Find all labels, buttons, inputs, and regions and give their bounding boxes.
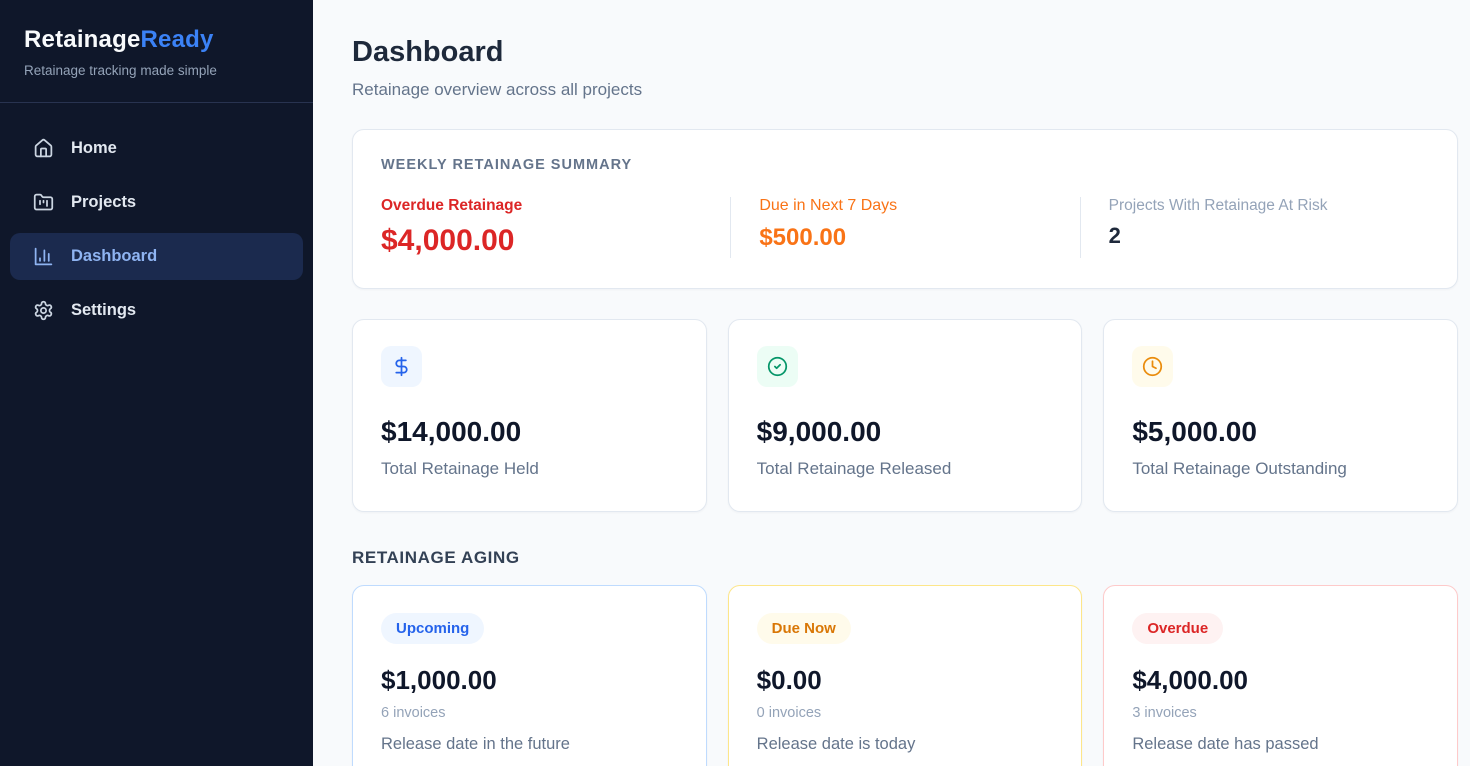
weekly-summary-card: WEEKLY RETAINAGE SUMMARY Overdue Retaina… bbox=[352, 129, 1458, 289]
sidebar-item-label: Projects bbox=[71, 193, 137, 211]
main-content: Dashboard Retainage overview across all … bbox=[313, 0, 1470, 766]
aging-value: $4,000.00 bbox=[1132, 665, 1248, 695]
overdue-value: $4,000.00 bbox=[381, 224, 515, 257]
gear-icon bbox=[33, 300, 54, 321]
stat-card-outstanding: $5,000.00 Total Retainage Outstanding bbox=[1103, 319, 1458, 512]
stat-card-held: $14,000.00 Total Retainage Held bbox=[352, 319, 707, 512]
aging-description: Release date has passed bbox=[1132, 735, 1319, 753]
app-logo: RetainageReady bbox=[24, 26, 289, 54]
aging-card-due-now: Due Now $0.00 0 invoices Release date is… bbox=[727, 585, 1083, 766]
sidebar-item-projects[interactable]: Projects bbox=[10, 179, 303, 226]
status-badge: Upcoming bbox=[381, 613, 485, 644]
clock-icon bbox=[1132, 346, 1174, 387]
brand-accent: Ready bbox=[140, 26, 214, 53]
sidebar-item-home[interactable]: Home bbox=[10, 125, 303, 172]
at-risk-value: 2 bbox=[1108, 223, 1121, 248]
aging-description: Release date in the future bbox=[381, 735, 570, 753]
bar-chart-icon bbox=[33, 246, 54, 267]
aging-invoice-count: 0 invoices bbox=[756, 705, 822, 721]
brand-tagline: Retainage tracking made simple bbox=[24, 63, 217, 78]
aging-value: $1,000.00 bbox=[381, 665, 497, 695]
brand-primary: Retainage bbox=[24, 26, 141, 53]
weekly-summary-title: WEEKLY RETAINAGE SUMMARY bbox=[381, 157, 633, 173]
stat-cards-row: $14,000.00 Total Retainage Held $9,000.0… bbox=[352, 319, 1458, 512]
check-circle-icon bbox=[756, 346, 798, 387]
stat-value: $14,000.00 bbox=[381, 416, 522, 447]
dollar-icon bbox=[381, 346, 422, 387]
stat-value: $5,000.00 bbox=[1132, 416, 1257, 447]
aging-card-overdue: Overdue $4,000.00 3 invoices Release dat… bbox=[1103, 585, 1458, 766]
sidebar-nav: Home Projects Dashboard Settings bbox=[0, 103, 313, 363]
aging-description: Release date is today bbox=[756, 735, 916, 753]
summary-at-risk: Projects With Retainage At Risk 2 bbox=[1079, 197, 1429, 258]
sidebar-item-label: Dashboard bbox=[71, 247, 158, 265]
status-badge: Overdue bbox=[1132, 613, 1224, 644]
stat-value: $9,000.00 bbox=[756, 416, 882, 447]
home-icon bbox=[33, 138, 54, 159]
at-risk-label: Projects With Retainage At Risk bbox=[1108, 197, 1328, 214]
sidebar-item-label: Settings bbox=[71, 301, 137, 319]
aging-value: $0.00 bbox=[756, 665, 822, 695]
stat-label: Total Retainage Outstanding bbox=[1132, 459, 1347, 478]
due-next-7-label: Due in Next 7 Days bbox=[759, 197, 898, 214]
summary-due-next-7: Due in Next 7 Days $500.00 bbox=[730, 197, 1079, 258]
stat-card-released: $9,000.00 Total Retainage Released bbox=[727, 319, 1083, 512]
overdue-label: Overdue Retainage bbox=[381, 197, 523, 214]
status-badge: Due Now bbox=[756, 613, 851, 644]
due-next-7-value: $500.00 bbox=[759, 224, 847, 251]
sidebar: RetainageReady Retainage tracking made s… bbox=[0, 0, 313, 766]
aging-card-upcoming: Upcoming $1,000.00 6 invoices Release da… bbox=[352, 585, 707, 766]
aging-invoice-count: 6 invoices bbox=[381, 705, 446, 721]
aging-invoice-count: 3 invoices bbox=[1132, 705, 1197, 721]
page-title: Dashboard bbox=[352, 36, 504, 68]
aging-section-title: RETAINAGE AGING bbox=[352, 548, 520, 567]
sidebar-item-settings[interactable]: Settings bbox=[10, 287, 303, 334]
stat-label: Total Retainage Released bbox=[756, 459, 952, 478]
page-subtitle: Retainage overview across all projects bbox=[352, 80, 643, 99]
stat-label: Total Retainage Held bbox=[381, 459, 539, 478]
aging-cards-row: Upcoming $1,000.00 6 invoices Release da… bbox=[352, 585, 1458, 766]
sidebar-item-label: Home bbox=[71, 139, 117, 157]
summary-overdue: Overdue Retainage $4,000.00 bbox=[381, 197, 730, 258]
folder-icon bbox=[33, 192, 54, 213]
sidebar-item-dashboard[interactable]: Dashboard bbox=[10, 233, 303, 280]
sidebar-header: RetainageReady Retainage tracking made s… bbox=[0, 0, 313, 103]
